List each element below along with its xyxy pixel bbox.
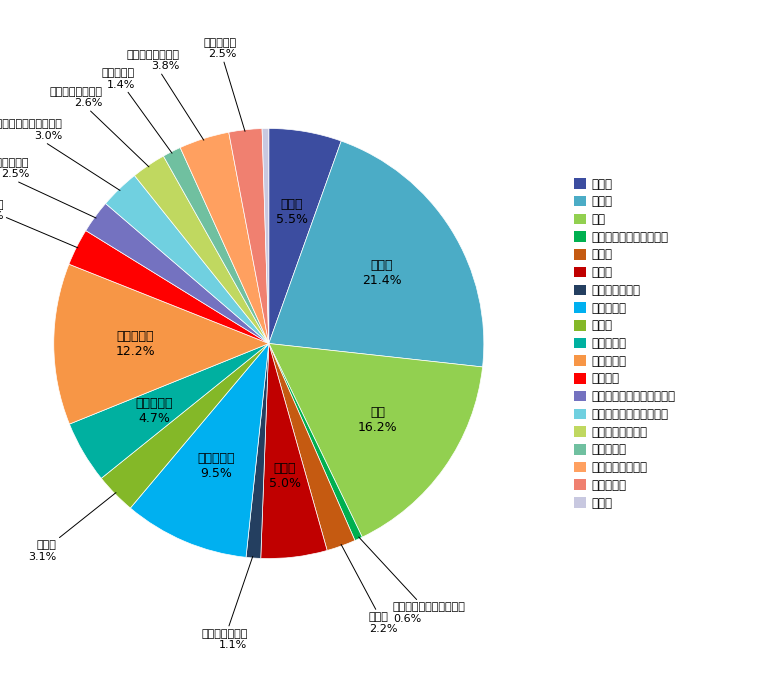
Text: 製造業
5.0%: 製造業 5.0% bbox=[269, 462, 300, 490]
Wedge shape bbox=[54, 264, 269, 424]
Wedge shape bbox=[134, 156, 269, 344]
Text: 農業・林業・漁業・鉱業
0.6%: 農業・林業・漁業・鉱業 0.6% bbox=[359, 537, 465, 624]
Wedge shape bbox=[131, 344, 269, 557]
Wedge shape bbox=[69, 231, 269, 344]
Wedge shape bbox=[269, 344, 482, 537]
Wedge shape bbox=[164, 148, 269, 344]
Text: 宿泊業・飲食サービス業
3.0%: 宿泊業・飲食サービス業 3.0% bbox=[0, 120, 120, 190]
Text: 不動産業
2.8%: 不動産業 2.8% bbox=[0, 199, 78, 248]
Wedge shape bbox=[86, 203, 269, 344]
Wedge shape bbox=[262, 128, 269, 344]
Wedge shape bbox=[69, 344, 269, 478]
Wedge shape bbox=[269, 141, 484, 367]
Wedge shape bbox=[105, 176, 269, 344]
Text: サービス業
2.5%: サービス業 2.5% bbox=[204, 38, 245, 131]
Text: 公務員
21.4%: 公務員 21.4% bbox=[362, 259, 402, 286]
Text: 情報通信業
9.5%: 情報通信業 9.5% bbox=[198, 452, 235, 480]
Text: 運輸業
3.1%: 運輸業 3.1% bbox=[28, 493, 116, 562]
Wedge shape bbox=[269, 344, 355, 550]
Text: 金融保険業
12.2%: 金融保険業 12.2% bbox=[116, 330, 155, 358]
Wedge shape bbox=[229, 128, 269, 344]
Text: 建設業
2.2%: 建設業 2.2% bbox=[341, 544, 397, 633]
Text: 卐売小売業
4.7%: 卐売小売業 4.7% bbox=[135, 397, 173, 425]
Text: 進学者
5.5%: 進学者 5.5% bbox=[276, 198, 308, 226]
Legend: 進学者, 公務員, 教員, 農業・林業・漁業・鉱業, 建設業, 製造業, 電気ガス水道業, 情報通信業, 運輸業, 卐売小売業, 金融保険業, 不動産業, 学術: 進学者, 公務員, 教員, 農業・林業・漁業・鉱業, 建設業, 製造業, 電気ガ… bbox=[571, 174, 679, 513]
Text: 学術研究・専門サービス業
2.5%: 学術研究・専門サービス業 2.5% bbox=[0, 158, 96, 218]
Wedge shape bbox=[261, 344, 327, 559]
Wedge shape bbox=[246, 344, 269, 559]
Text: 教員
16.2%: 教員 16.2% bbox=[358, 407, 398, 434]
Wedge shape bbox=[269, 344, 362, 541]
Text: 教育・学習支援業
2.6%: 教育・学習支援業 2.6% bbox=[50, 87, 149, 167]
Text: 電気ガス水道業
1.1%: 電気ガス水道業 1.1% bbox=[201, 556, 253, 651]
Wedge shape bbox=[101, 344, 269, 508]
Text: 複合サービス事業
3.8%: 複合サービス事業 3.8% bbox=[127, 49, 204, 140]
Wedge shape bbox=[269, 128, 341, 344]
Wedge shape bbox=[180, 132, 269, 344]
Text: 医療・福祉
1.4%: 医療・福祉 1.4% bbox=[101, 68, 172, 153]
